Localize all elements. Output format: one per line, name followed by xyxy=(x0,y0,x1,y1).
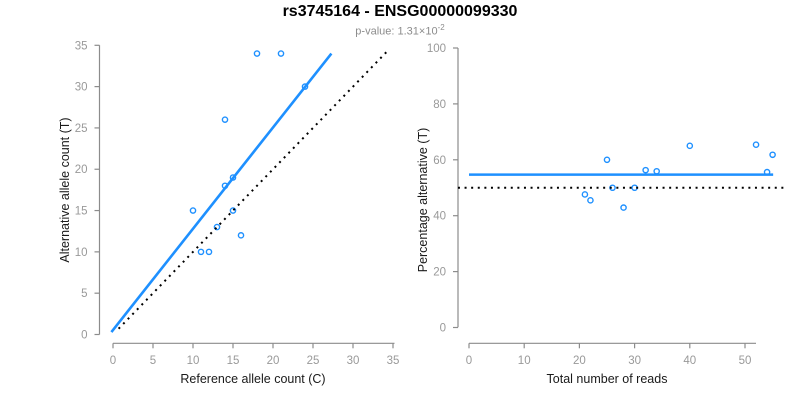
data-point xyxy=(620,204,627,211)
y-tick-label: 25 xyxy=(75,123,88,135)
data-point xyxy=(642,166,649,174)
data-point xyxy=(213,223,221,231)
data-point xyxy=(603,156,611,164)
y-tick-label: 0 xyxy=(81,330,87,342)
y-tick-label: 20 xyxy=(433,267,446,279)
axis-label-left-x: Reference allele count (C) xyxy=(180,372,326,386)
x-tick-label: 20 xyxy=(267,355,280,367)
data-point xyxy=(752,141,760,149)
data-point xyxy=(301,83,309,90)
x-tick-label: 40 xyxy=(683,355,696,367)
identity-line xyxy=(117,51,388,330)
x-tick-label: 15 xyxy=(227,355,240,367)
data-point xyxy=(277,50,285,57)
page-subtitle: p-value: 1.31×10-2 xyxy=(0,23,800,38)
data-point xyxy=(197,248,205,256)
data-point xyxy=(205,248,213,256)
x-tick-label: 30 xyxy=(628,355,641,367)
y-tick-label: 0 xyxy=(440,323,446,335)
x-tick-label: 20 xyxy=(573,355,586,367)
x-tick-label: 10 xyxy=(187,355,200,367)
x-tick-label: 10 xyxy=(518,355,531,367)
data-point xyxy=(237,232,245,239)
data-point xyxy=(253,50,261,57)
x-tick-label: 35 xyxy=(387,355,400,367)
x-tick-label: 0 xyxy=(110,355,116,367)
y-tick-label: 40 xyxy=(433,211,446,223)
x-tick-label: 50 xyxy=(739,355,752,367)
data-point xyxy=(653,167,660,175)
pvalue-text: p-value: 1.31×10 xyxy=(355,25,438,38)
x-tick-label: 30 xyxy=(347,355,360,367)
regression-line xyxy=(110,52,333,333)
data-point xyxy=(686,142,694,150)
y-tick-label: 100 xyxy=(427,43,446,55)
pvalue-exponent: -2 xyxy=(437,23,445,32)
y-tick-label: 35 xyxy=(75,40,88,52)
y-tick-label: 20 xyxy=(75,164,88,176)
data-point xyxy=(189,207,197,214)
x-tick-label: 25 xyxy=(307,355,320,367)
data-point xyxy=(229,207,237,214)
y-tick-label: 30 xyxy=(75,82,88,94)
data-point xyxy=(221,116,229,123)
axis-label-right-x: Total number of reads xyxy=(546,372,668,386)
data-point xyxy=(581,191,589,198)
y-tick-label: 5 xyxy=(81,288,87,300)
y-tick-label: 60 xyxy=(433,155,446,167)
y-tick-label: 10 xyxy=(75,247,88,259)
y-tick-label: 80 xyxy=(433,99,446,111)
x-tick-label: 5 xyxy=(150,355,156,367)
page-title: rs3745164 - ENSG00000099330 xyxy=(282,3,518,20)
data-point xyxy=(769,151,776,159)
x-tick-label: 0 xyxy=(466,355,472,367)
right-plot: 0 10 20 30 40 50 0 20 40 60 80 100 xyxy=(427,43,784,367)
y-tick-label: 15 xyxy=(75,206,88,218)
data-point xyxy=(587,197,594,204)
left-plot: 0 5 10 15 20 25 30 35 0 5 10 15 20 25 30 35 xyxy=(75,40,400,367)
